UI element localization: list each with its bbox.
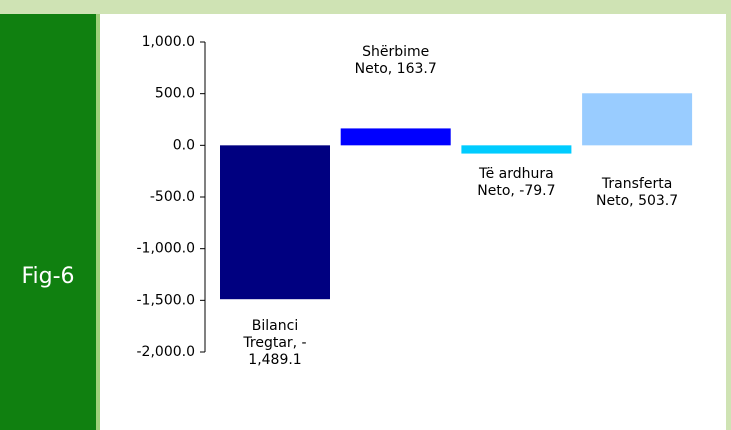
data-label: Të ardhura Neto, -79.7 (477, 166, 556, 199)
y-tick-label: -1,000.0 (137, 241, 196, 257)
bar (340, 128, 451, 146)
data-label: Shërbime Neto, 163.7 (354, 44, 437, 77)
data-label: Bilanci Tregtar, - 1,489.1 (243, 318, 307, 368)
y-tick-label: 1,000.0 (142, 34, 195, 50)
data-label: Transferta Neto, 503.7 (596, 176, 679, 209)
y-tick-label: 500.0 (155, 86, 195, 102)
y-tick-label: -500.0 (150, 189, 195, 205)
bar (582, 93, 693, 146)
bar (220, 145, 330, 300)
figure-label: Fig-6 (21, 264, 75, 289)
side-panel: Fig-6 (0, 14, 100, 430)
y-tick-label: 0.0 (173, 137, 195, 153)
plot-area (100, 14, 726, 430)
y-tick-label: -2,000.0 (137, 344, 196, 360)
bar (461, 145, 572, 154)
y-tick-label: -1,500.0 (137, 292, 196, 308)
